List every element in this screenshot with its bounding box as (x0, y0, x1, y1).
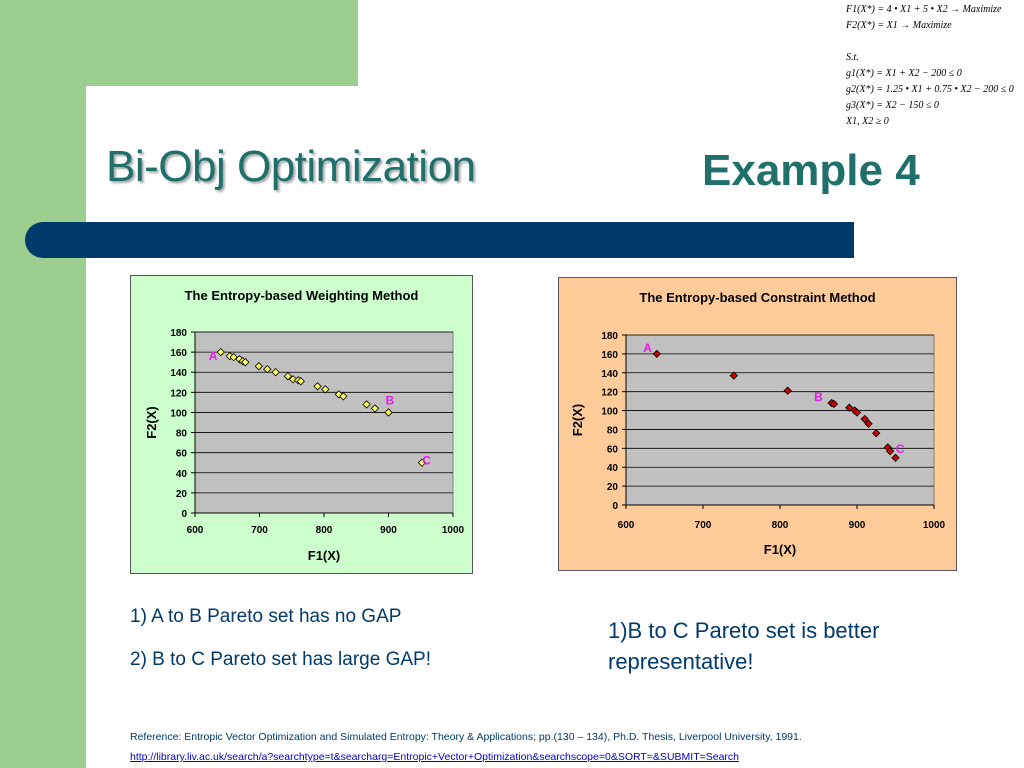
bullet-no-gap: 1) A to B Pareto set has no GAP (130, 606, 402, 627)
data-point (783, 386, 792, 395)
y-tick-label: 120 (170, 388, 187, 399)
x-tick-label: 600 (187, 525, 204, 536)
equation-line (846, 34, 1022, 50)
equations-block: F1(X*) = 4 • X1 + 5 • X2 → Maximize F2(X… (846, 2, 1022, 130)
x-axis-label: F1(X) (308, 548, 341, 563)
green-side-band (0, 0, 86, 768)
x-tick-label: 900 (849, 520, 866, 531)
title-underline-bar (25, 222, 854, 258)
y-tick-label: 20 (176, 489, 188, 500)
data-point (370, 404, 380, 413)
weighting-method-chart: The Entropy-based Weighting Method 0 20 40 6… (130, 275, 473, 574)
data-point (254, 362, 264, 371)
data-point (271, 368, 280, 377)
y-tick-label: 180 (601, 331, 618, 342)
equation-line: X1, X2 ≥ 0 (846, 116, 889, 127)
data-point (339, 392, 348, 401)
data-point (384, 408, 393, 417)
reference-link[interactable]: http://library.liv.ac.uk/search/a?search… (130, 751, 740, 763)
y-tick-label: 180 (170, 328, 187, 339)
y-tick-label: 160 (170, 348, 187, 359)
y-tick-label: 100 (601, 407, 618, 418)
equation-line: S.t. (846, 52, 859, 63)
x-axis-label: F1(X) (764, 542, 797, 557)
y-tick-label: 60 (176, 449, 188, 460)
point-label-a: A (209, 349, 218, 363)
point-label-b: B (814, 390, 823, 404)
data-point (417, 458, 427, 467)
data-point (229, 352, 238, 362)
y-tick-label: 140 (170, 368, 187, 379)
y-tick-label: 0 (181, 509, 187, 520)
data-point (313, 382, 322, 391)
constraint-method-chart: The Entropy-based Constraint Method 0 20 40… (558, 277, 957, 571)
data-point (864, 419, 873, 428)
equation-line: g2(X*) = 1.25 • X1 + 0.75 • X2 − 200 ≤ 0 (846, 84, 1014, 95)
y-tick-label: 20 (607, 482, 619, 493)
slide-title: Bi-Obj Optimization (106, 142, 476, 191)
point-label-a: A (643, 341, 652, 355)
x-tick-label: 1000 (442, 525, 465, 536)
data-point (321, 385, 330, 394)
data-point (263, 365, 272, 374)
chart-title: The Entropy-based Weighting Method (185, 288, 419, 303)
data-point (885, 447, 895, 456)
y-tick-label: 80 (607, 425, 619, 436)
data-point (852, 408, 862, 417)
chart-svg: The Entropy-based Weighting Method 0 20 40 6… (130, 275, 473, 574)
y-axis-label: F2(X) (570, 404, 585, 437)
reference-text: Reference: Entropic Vector Optimization … (130, 731, 802, 743)
data-point (216, 347, 225, 357)
x-tick-label: 700 (695, 520, 712, 531)
point-label-c: C (422, 454, 431, 468)
x-tick-label: 700 (251, 525, 268, 536)
x-tick-label: 800 (316, 525, 333, 536)
plot-area (625, 334, 935, 506)
y-tick-label: 80 (176, 429, 188, 440)
y-tick-label: 120 (601, 388, 618, 399)
x-tick-label: 1000 (923, 520, 946, 531)
y-tick-label: 0 (612, 501, 618, 512)
x-tick-label: 600 (618, 520, 635, 531)
slide-subtitle: Example 4 (702, 146, 920, 195)
equation-line: g3(X*) = X2 − 150 ≤ 0 (846, 100, 939, 111)
y-tick-label: 60 (607, 444, 619, 455)
y-axis-label: F2(X) (144, 406, 159, 439)
y-tick-label: 160 (601, 350, 618, 361)
x-tick-label: 900 (380, 525, 397, 536)
chart-svg: The Entropy-based Constraint Method 0 20 40… (558, 277, 957, 571)
data-point (283, 372, 293, 381)
point-label-b: B (385, 393, 394, 407)
y-tick-label: 100 (170, 408, 187, 419)
data-point (729, 371, 738, 380)
chart-title: The Entropy-based Constraint Method (639, 290, 875, 305)
data-point (241, 358, 250, 367)
equation-line: F1(X*) = 4 • X1 + 5 • X2 → Maximize (846, 4, 1002, 15)
point-label-c: C (896, 442, 905, 456)
x-tick-label: 800 (772, 520, 789, 531)
data-point (872, 429, 881, 438)
data-point (652, 349, 661, 359)
data-point (845, 403, 854, 412)
y-tick-label: 40 (607, 463, 619, 474)
green-top-band (0, 0, 358, 86)
y-tick-label: 140 (601, 369, 618, 380)
equation-line: F2(X*) = X1 → Maximize (846, 20, 952, 31)
data-point (296, 377, 305, 386)
data-point (362, 400, 371, 409)
data-point (891, 453, 900, 462)
equation-line: g1(X*) = X1 + X2 − 200 ≤ 0 (846, 68, 962, 79)
bullet-large-gap: 2) B to C Pareto set has large GAP! (130, 649, 431, 670)
y-tick-label: 40 (176, 469, 188, 480)
data-point (860, 414, 869, 424)
data-point (829, 399, 839, 409)
conclusion-note: 1)B to C Pareto set is better representa… (608, 618, 880, 674)
